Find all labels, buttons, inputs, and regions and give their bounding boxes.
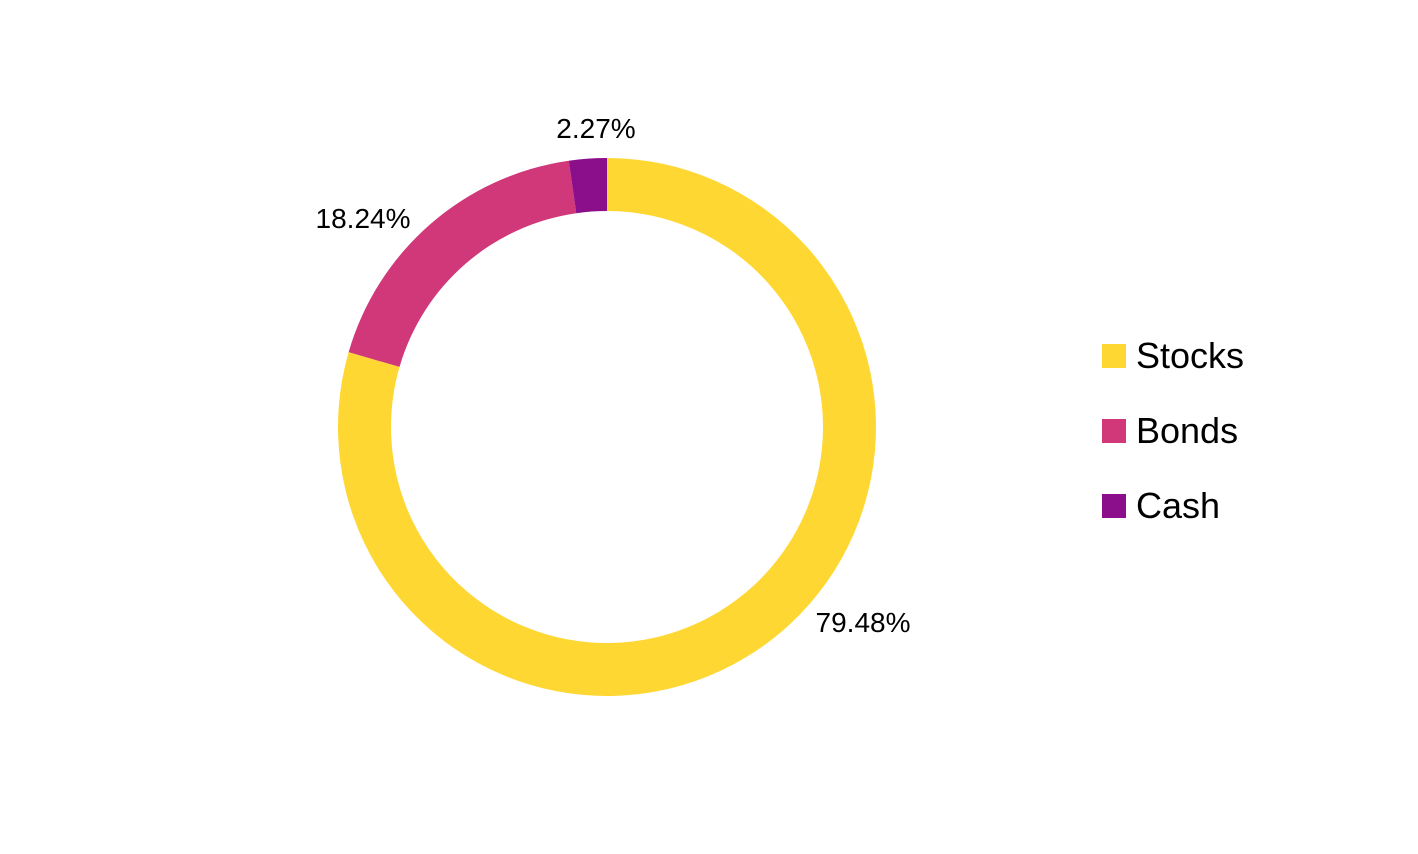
legend-label-cash: Cash [1136,485,1220,526]
data-label-stocks: 79.48% [816,607,911,638]
data-label-bonds: 18.24% [316,203,411,234]
legend-swatch-cash [1102,494,1126,518]
legend-swatch-stocks [1102,344,1126,368]
data-labels: 79.48% 18.24% 2.27% [316,113,911,638]
slice-bonds [348,160,577,367]
legend: Stocks Bonds Cash [1102,335,1244,526]
slice-cash [568,158,607,214]
donut-slices [338,158,877,696]
legend-label-stocks: Stocks [1136,335,1244,376]
legend-label-bonds: Bonds [1136,410,1238,451]
legend-swatch-bonds [1102,419,1126,443]
data-label-cash: 2.27% [556,113,635,144]
